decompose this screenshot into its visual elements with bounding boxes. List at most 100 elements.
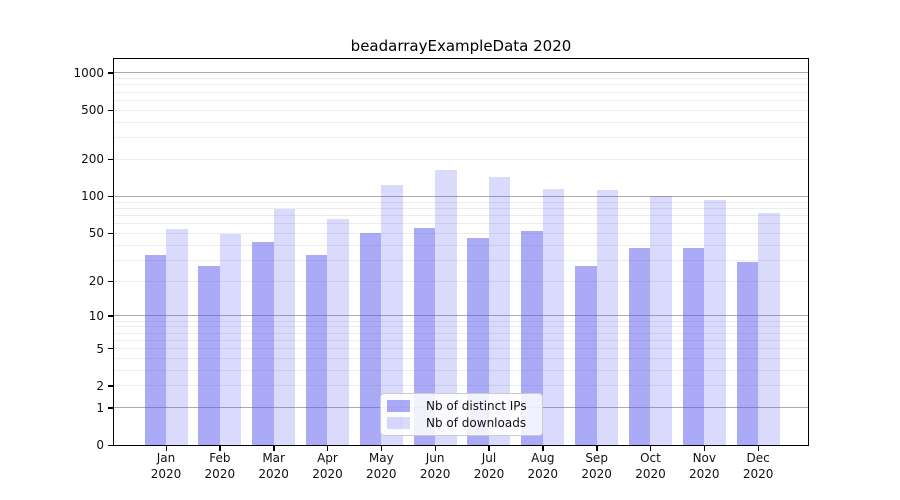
bar-ips-aug (521, 231, 543, 445)
x-axis-tick-nov (703, 445, 706, 451)
gridline-minor-800 (114, 84, 808, 86)
x-axis-tick-aug (542, 445, 544, 451)
gridline-minor-4 (114, 357, 808, 359)
x-axis-tick-apr (326, 445, 329, 451)
bar-downloads-may (381, 184, 403, 445)
x-axis-label-aug: Aug 2020 (527, 451, 559, 481)
gridline-minor-6 (114, 339, 808, 341)
gridline-minor-50 (114, 232, 808, 234)
x-axis-label-mar: Mar 2020 (258, 451, 289, 481)
plot-area: 0 1 2 5 10 20 50 100 200 500 1000 Jan 2020 Feb 2020 Mar… (73, 58, 809, 481)
gridline-minor-70 (114, 214, 808, 216)
x-axis-label-jun: Jun 2020 (419, 451, 451, 481)
gridline-major-100 (114, 195, 808, 197)
gridline-major-1000 (114, 72, 808, 74)
y-axis-label-20: 20 (88, 274, 104, 289)
gridline-minor-900 (114, 78, 808, 80)
gridline-minor-3 (114, 369, 808, 371)
x-axis-label-apr: Apr 2020 (312, 451, 343, 481)
bar-ips-dec (736, 261, 759, 445)
x-axis-tick-feb (219, 445, 221, 451)
y-axis-label-5: 5 (96, 341, 104, 356)
bar-ips-oct (628, 247, 651, 445)
y-axis-label-1: 1 (96, 400, 104, 415)
y-axis-label-200: 200 (81, 152, 104, 167)
gridline-minor-2 (114, 385, 808, 387)
bar-downloads-sep (596, 190, 619, 445)
gridline-minor-5 (114, 348, 808, 349)
y-axis-tick-0 (108, 444, 114, 446)
bar-ips-jan (144, 255, 166, 445)
y-axis-tick-2 (108, 385, 114, 387)
x-axis-tick-dec (757, 445, 760, 451)
y-axis-label-0: 0 (96, 438, 104, 452)
bar-downloads-feb (219, 234, 242, 445)
bar-downloads-aug (542, 189, 565, 445)
bar-ips-sep (575, 265, 597, 445)
y-axis-tick-100 (108, 195, 114, 198)
y-axis-label-10: 10 (88, 308, 104, 323)
y-axis-tick-20 (108, 280, 114, 282)
gridline-minor-600 (114, 99, 808, 101)
x-axis-label-feb: Feb 2020 (204, 451, 236, 481)
gridline-minor-40 (114, 244, 808, 246)
y-axis-tick-10 (108, 315, 114, 317)
y-axis-tick-200 (108, 158, 114, 161)
legend-label-distinct-ips: Nb of distinct IPs (426, 399, 527, 413)
y-axis-tick-1 (108, 407, 114, 409)
x-axis-tick-may (380, 445, 383, 451)
y-axis-label-1000: 1000 (73, 65, 104, 80)
gridline-minor-8 (114, 326, 808, 328)
y-axis-label-500: 500 (81, 103, 104, 118)
x-axis-label-dec: Dec 2020 (742, 451, 774, 481)
bar-downloads-jan (166, 229, 188, 445)
bar-downloads-oct (650, 195, 672, 445)
x-axis-tick-sep (596, 445, 598, 451)
gridline-minor-700 (114, 91, 808, 93)
gridline-minor-60 (114, 223, 808, 225)
legend-item-distinct-ips: Nb of distinct IPs (387, 399, 534, 413)
y-axis-tick-50 (108, 232, 114, 235)
gridline-minor-7 (114, 332, 808, 334)
chart-title: beadarrayExampleData 2020 (350, 37, 572, 55)
x-axis-tick-mar (273, 445, 275, 451)
bar-downloads-jul (488, 176, 511, 445)
gridline-major-10 (114, 315, 808, 317)
x-axis-tick-oct (649, 445, 652, 451)
x-axis-label-jan: Jan 2020 (150, 451, 182, 481)
gridline-minor-200 (114, 158, 808, 160)
bar-ips-may (359, 233, 382, 445)
gridline-minor-90 (114, 201, 808, 203)
legend-swatch-distinct-ips (387, 400, 410, 412)
x-axis-label-may: May 2020 (366, 451, 397, 481)
gridline-minor-9 (114, 320, 808, 322)
x-axis-tick-jan (165, 445, 167, 451)
x-axis-label-sep: Sep 2020 (581, 451, 612, 481)
bar-downloads-mar (273, 209, 296, 445)
gridline-minor-300 (114, 137, 808, 139)
y-axis-tick-1000 (108, 72, 114, 74)
y-axis-label-100: 100 (81, 189, 104, 204)
x-axis-label-jul: Jul 2020 (473, 451, 505, 481)
bar-ips-apr (305, 255, 328, 445)
y-axis-tick-5 (108, 348, 114, 350)
legend-swatch-downloads (387, 417, 410, 429)
y-axis-label-50: 50 (88, 226, 104, 241)
y-axis-tick-500 (108, 109, 114, 112)
bar-ips-nov (682, 247, 705, 445)
gridline-minor-20 (114, 280, 808, 282)
gridline-minor-80 (114, 207, 808, 209)
bar-downloads-nov (704, 199, 726, 445)
gridline-minor-30 (114, 259, 808, 261)
bar-ips-feb (198, 265, 220, 445)
bar-downloads-dec (758, 212, 780, 445)
gridline-minor-400 (114, 121, 808, 123)
x-axis-label-nov: Nov 2020 (689, 451, 720, 481)
y-axis-label-2: 2 (96, 378, 104, 393)
legend-item-downloads: Nb of downloads (387, 416, 534, 430)
legend-label-downloads: Nb of downloads (426, 416, 527, 430)
bar-ips-mar (252, 242, 274, 445)
x-axis-label-oct: Oct 2020 (635, 451, 666, 481)
x-axis-tick-jul (488, 445, 490, 451)
